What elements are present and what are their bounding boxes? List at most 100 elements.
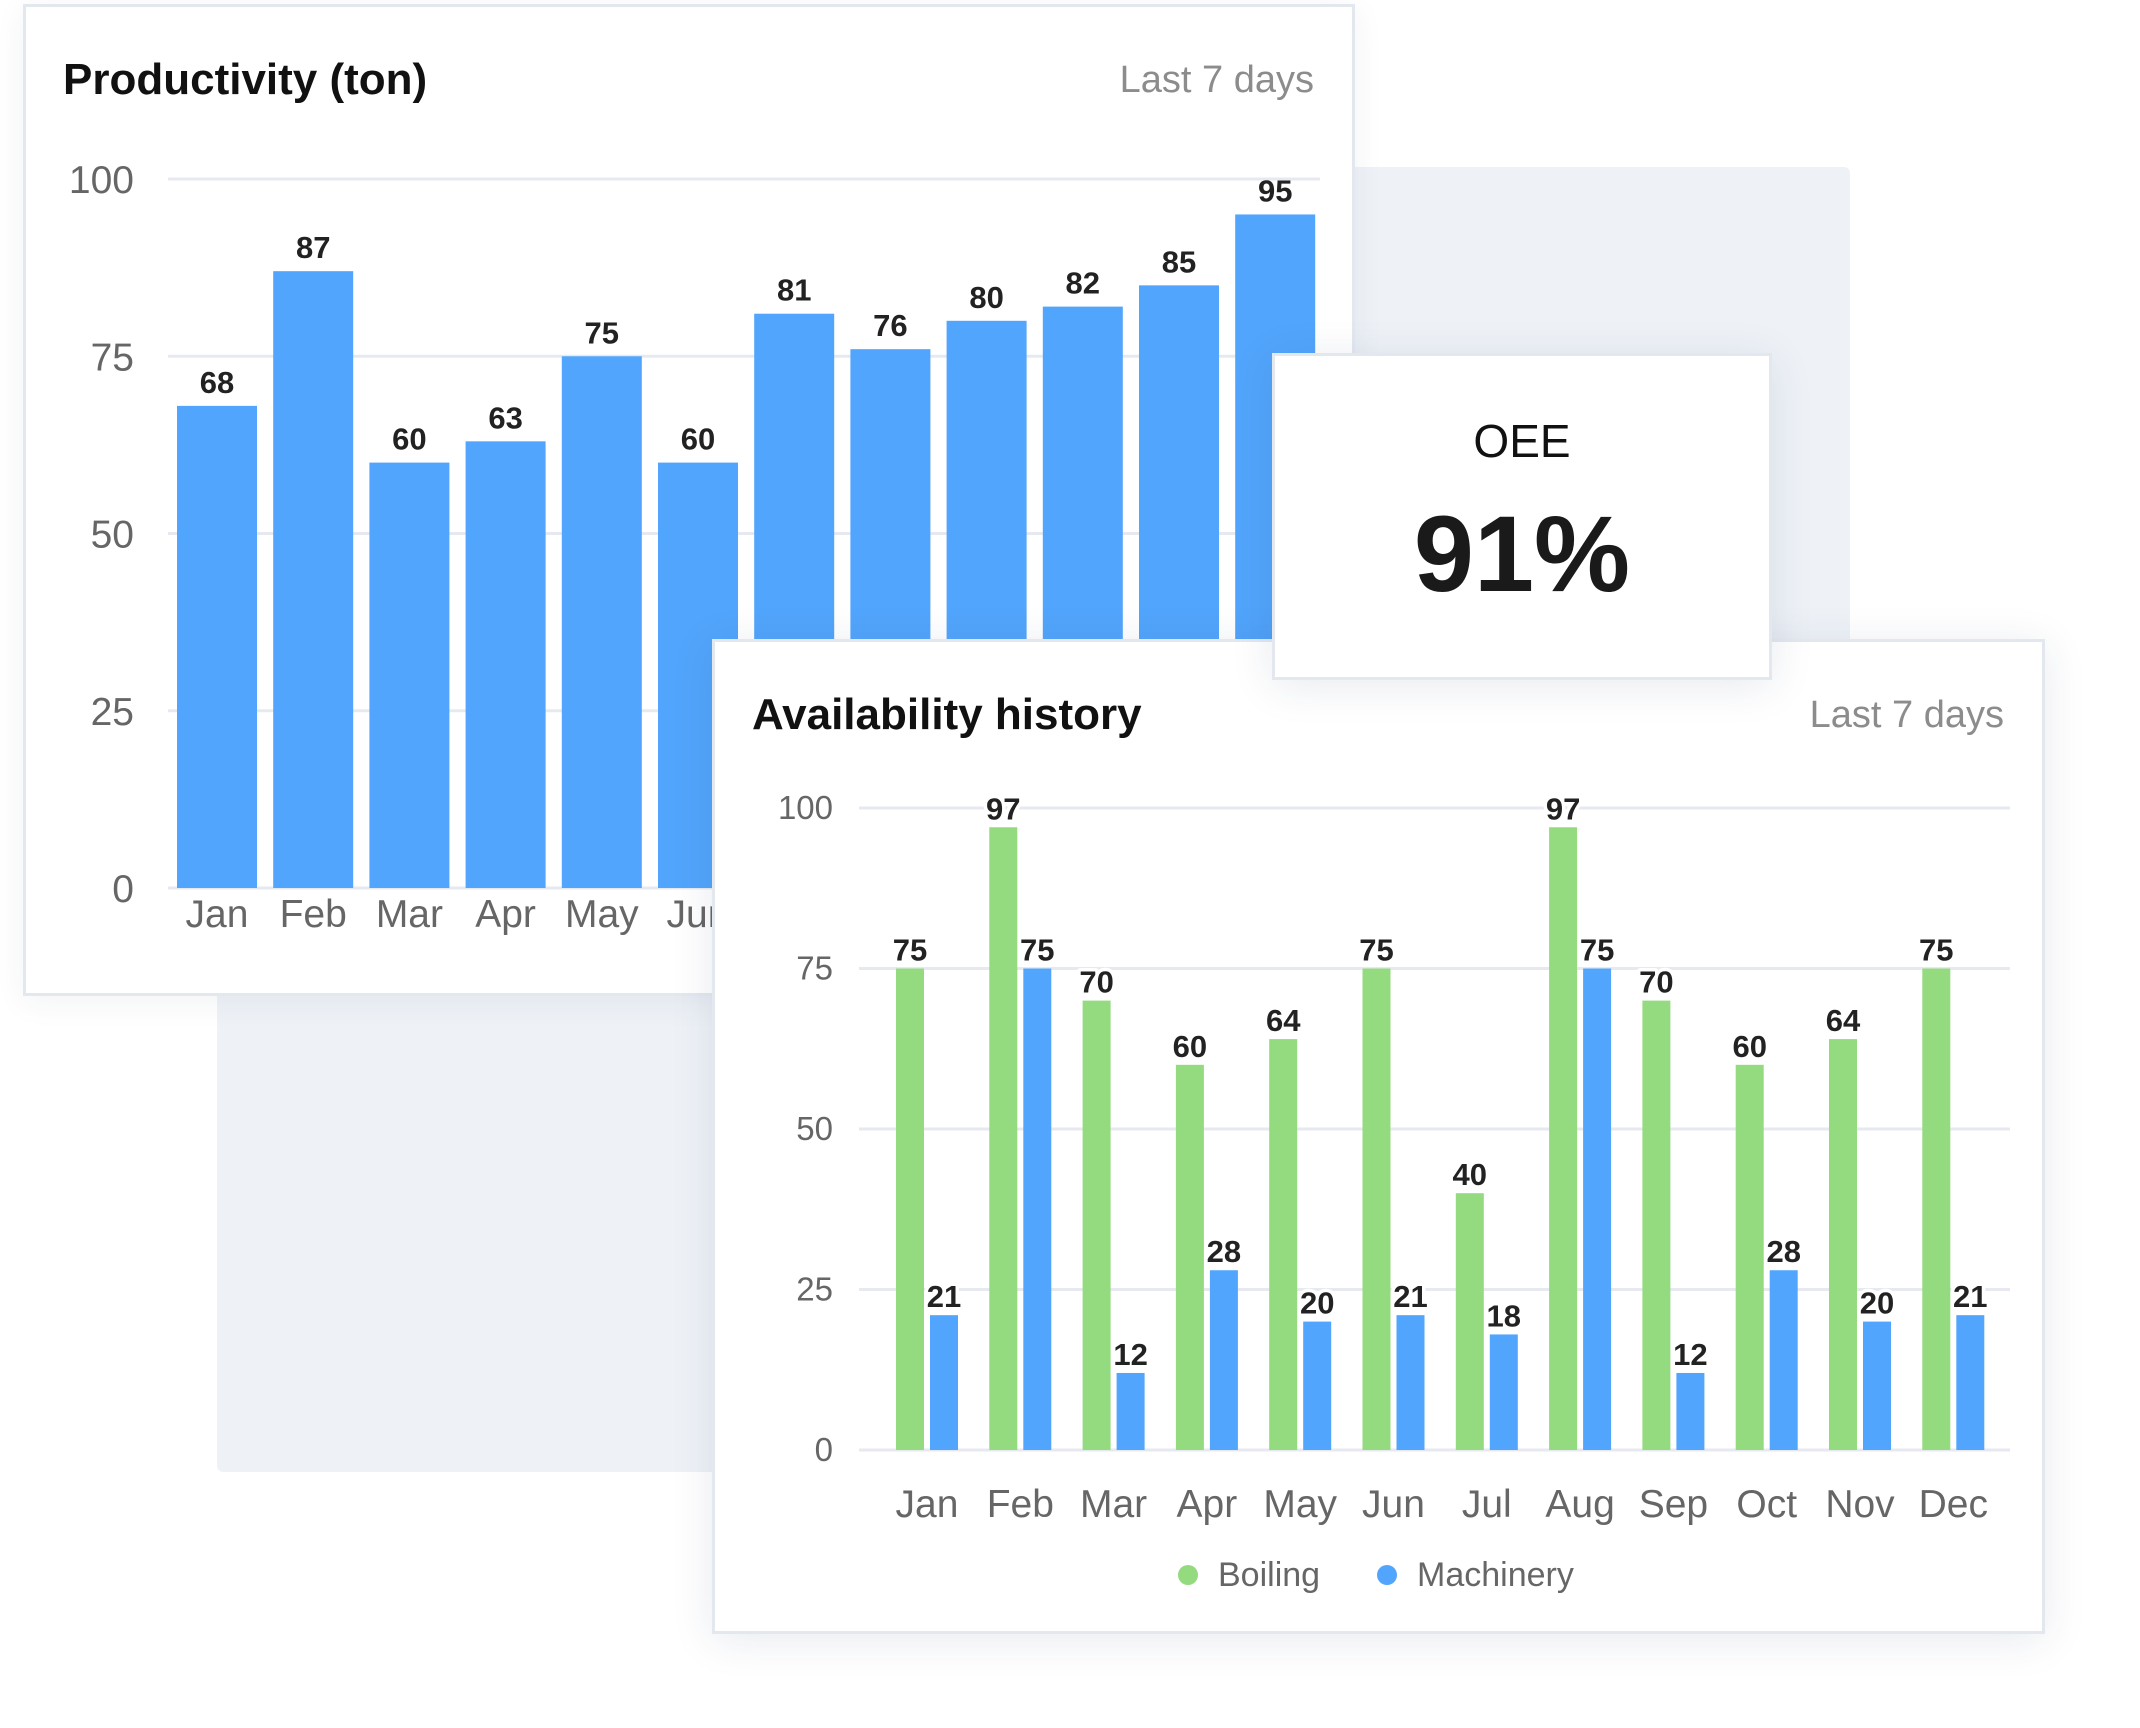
x-tick-label: Jan (186, 893, 249, 936)
x-tick-label: Jul (1462, 1483, 1512, 1526)
y-tick-label: 75 (796, 950, 833, 987)
bar-boiling-apr (1175, 1064, 1204, 1450)
bar-boiling-nov (1829, 1039, 1857, 1450)
x-tick-label: Apr (475, 893, 536, 936)
x-tick-label: Jan (896, 1483, 959, 1526)
bar-apr (465, 441, 546, 888)
availability-chart: 0 25 50 75 100 75 21 Jan 97 75 Feb 70 12 Mar 60 28 Apr 64… (778, 788, 2010, 1594)
x-tick-label: Feb (987, 1483, 1054, 1526)
bar-boiling-mar (1082, 1000, 1111, 1450)
x-tick-label: May (565, 893, 639, 936)
x-tick-label: Feb (280, 893, 347, 936)
bar-machinery-feb (1023, 968, 1052, 1450)
bar-value-label: 64 (1266, 1003, 1301, 1038)
bar-value-label: 82 (1066, 266, 1100, 301)
bar-feb (273, 271, 354, 888)
bar-value-label: 97 (1546, 791, 1580, 826)
x-tick-label: Apr (1177, 1483, 1238, 1526)
bar-value-label: 75 (1580, 933, 1614, 968)
bar-machinery-aug (1583, 968, 1612, 1450)
availability-title: Availability history (752, 690, 1142, 739)
bar-machinery-jul (1489, 1334, 1518, 1450)
bar-value-label: 75 (1919, 933, 1953, 968)
bar-value-label: 63 (488, 400, 522, 435)
bar-value-label: 97 (986, 791, 1020, 826)
y-tick-label: 25 (91, 691, 134, 734)
bar-value-label: 64 (1826, 1003, 1861, 1038)
productivity-range[interactable]: Last 7 days (1119, 59, 1314, 101)
y-tick-label: 0 (112, 868, 134, 911)
bar-value-label: 68 (200, 365, 234, 400)
y-tick-label: 0 (815, 1431, 833, 1468)
availability-range[interactable]: Last 7 days (1809, 694, 2004, 736)
y-tick-label: 100 (778, 789, 833, 826)
bar-machinery-sep (1676, 1372, 1705, 1450)
bar-value-label: 21 (927, 1279, 961, 1314)
y-tick-label: 25 (796, 1271, 833, 1308)
x-tick-label: Mar (376, 893, 443, 936)
x-tick-label: Nov (1825, 1483, 1895, 1526)
bar-boiling-dec (1922, 968, 1951, 1450)
x-tick-label: Oct (1736, 1483, 1797, 1526)
y-tick-label: 50 (796, 1110, 833, 1147)
bar-value-label: 12 (1113, 1337, 1147, 1372)
bar-value-label: 81 (777, 273, 811, 308)
bar-boiling-aug (1549, 827, 1578, 1450)
bar-value-label: 75 (1020, 933, 1054, 968)
bar-machinery-nov (1863, 1321, 1891, 1450)
bar-boiling-oct (1735, 1064, 1764, 1450)
bar-value-label: 18 (1487, 1298, 1521, 1333)
bar-value-label: 28 (1766, 1234, 1800, 1269)
bar-value-label: 87 (296, 230, 330, 265)
bar-value-label: 76 (873, 308, 907, 343)
bar-boiling-jun (1362, 968, 1391, 1450)
bar-value-label: 20 (1300, 1286, 1334, 1321)
bar-value-label: 70 (1079, 965, 1113, 1000)
bar-value-label: 60 (1732, 1029, 1766, 1064)
legend-dot-boiling (1178, 1565, 1198, 1585)
legend-label: Boiling (1218, 1556, 1320, 1594)
bar-value-label: 75 (1359, 933, 1393, 968)
bar-value-label: 28 (1207, 1234, 1241, 1269)
y-tick-label: 50 (91, 514, 134, 557)
legend-label: Machinery (1417, 1556, 1574, 1594)
bar-value-label: 70 (1639, 965, 1673, 1000)
bar-mar (369, 462, 450, 888)
bar-boiling-sep (1642, 1000, 1671, 1450)
bar-machinery-oct (1769, 1270, 1798, 1450)
bar-value-label: 20 (1860, 1286, 1894, 1321)
bar-boiling-jul (1455, 1193, 1484, 1450)
bar-value-label: 75 (585, 315, 619, 350)
bar-machinery-mar (1116, 1372, 1145, 1450)
oee-label: OEE (1473, 415, 1571, 467)
bar-jan (177, 405, 257, 888)
bar-value-label: 12 (1673, 1337, 1707, 1372)
x-tick-label: Sep (1639, 1483, 1708, 1526)
x-tick-label: Aug (1545, 1483, 1614, 1526)
bar-boiling-may (1269, 1039, 1298, 1450)
bar-machinery-jun (1396, 1315, 1425, 1450)
bar-value-label: 21 (1393, 1279, 1427, 1314)
y-tick-label: 100 (69, 159, 134, 202)
bar-machinery-jan (930, 1315, 958, 1450)
productivity-title: Productivity (ton) (63, 55, 428, 104)
bar-value-label: 40 (1453, 1157, 1487, 1192)
bar-value-label: 60 (1173, 1029, 1207, 1064)
bar-boiling-feb (989, 827, 1018, 1450)
bar-value-label: 85 (1162, 244, 1196, 279)
bar-machinery-may (1303, 1321, 1332, 1450)
bar-value-label: 60 (681, 422, 715, 457)
bar-value-label: 80 (969, 280, 1003, 315)
bar-may (561, 356, 642, 888)
bar-machinery-apr (1209, 1270, 1238, 1450)
bar-value-label: 75 (893, 933, 927, 968)
legend-dot-machinery (1377, 1565, 1397, 1585)
x-tick-label: Dec (1919, 1483, 1988, 1526)
bar-value-label: 95 (1258, 173, 1292, 208)
x-tick-label: May (1263, 1483, 1337, 1526)
y-tick-label: 75 (91, 336, 134, 379)
availability-card: Availability history Last 7 days 0 25 50 75… (712, 639, 2045, 1634)
x-tick-label: Mar (1080, 1483, 1147, 1526)
oee-value: 91% (1413, 493, 1631, 614)
x-tick-label: Jun (1362, 1483, 1425, 1526)
